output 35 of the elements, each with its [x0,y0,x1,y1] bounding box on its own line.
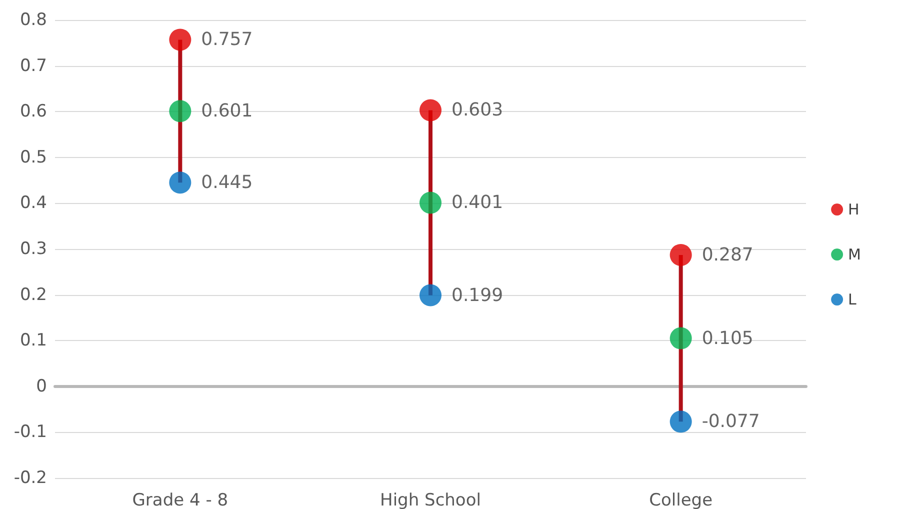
y-tick-label: 0.8 [20,10,47,30]
point [169,100,192,122]
y-tick-label: 0.3 [20,239,47,259]
y-tick-label: 0.4 [20,193,47,214]
point [670,244,692,266]
data-label: 0.601 [201,100,253,122]
data-label: 0.105 [702,328,754,349]
y-tick-label: 0.7 [20,56,47,76]
legend-label: M [848,246,862,264]
y-tick-label: 0.1 [20,330,47,351]
y-tick-label: 0.5 [20,147,47,168]
x-tick-label: Grade 4 - 8 [132,490,228,509]
data-label: 0.603 [452,100,504,121]
y-tick-label: -0.2 [14,468,47,488]
y-tick-label: 0 [36,376,47,396]
y-tick-label: 0.2 [20,284,47,305]
point [420,284,442,306]
point [670,327,692,350]
point [420,99,442,122]
point [169,172,192,194]
data-label: 0.287 [702,244,754,266]
data-label: 0.757 [201,29,253,50]
x-tick-label: High School [380,490,481,509]
data-label: 0.199 [452,284,504,306]
y-tick-label: -0.1 [14,422,47,442]
x-tick-label: College [649,490,713,509]
legend-label: L [848,290,858,308]
y-tick-label: 0.6 [20,102,47,122]
point [169,28,192,51]
legend-label: H [848,200,860,218]
point [420,192,442,214]
point [670,410,692,433]
data-label: -0.077 [702,411,760,432]
data-label: 0.401 [452,192,504,214]
data-label: 0.445 [201,172,253,194]
